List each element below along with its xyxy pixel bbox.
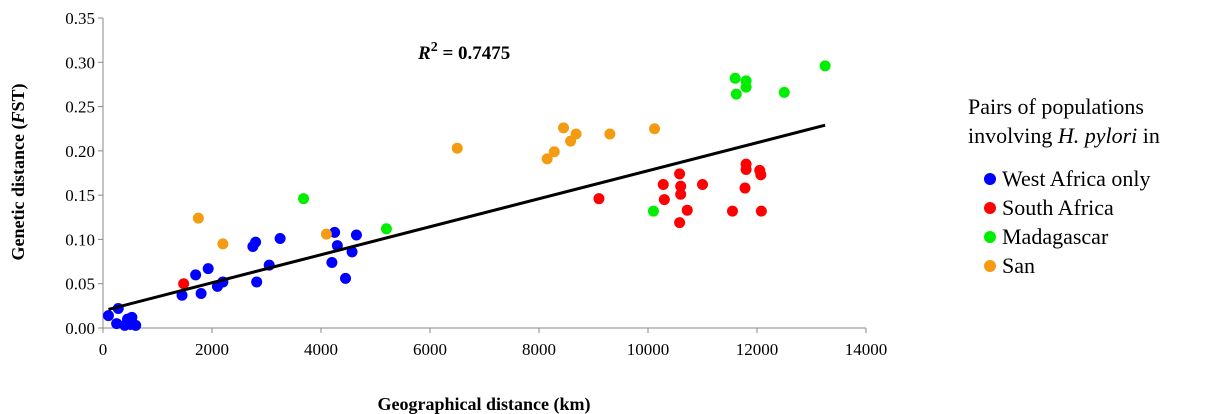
- y-tick-label: 0.10: [65, 230, 95, 249]
- r-squared-value: = 0.7475: [438, 43, 511, 64]
- x-tick-label: 2000: [195, 340, 229, 359]
- data-point-san: [558, 122, 570, 134]
- legend-item-madagascar: Madagascar: [968, 222, 1160, 251]
- legend-swatch-south-africa: [984, 201, 996, 214]
- y-tick-label: 0.00: [65, 319, 95, 338]
- legend-label-west-africa: West Africa only: [1002, 166, 1151, 191]
- data-point-south-africa: [739, 182, 751, 194]
- data-point-san: [320, 228, 332, 240]
- x-tick-label: 10000: [627, 340, 670, 359]
- data-point-san: [604, 128, 616, 140]
- data-point-madagascar: [298, 193, 310, 205]
- data-point-san: [192, 212, 204, 224]
- data-point-south-africa: [740, 163, 752, 175]
- data-point-south-africa: [178, 278, 190, 290]
- data-point-west-africa-only: [251, 276, 263, 288]
- legend-swatch-madagascar: [984, 230, 996, 243]
- y-tick-label: 0.15: [65, 186, 95, 205]
- x-tick-label: 8000: [522, 340, 556, 359]
- data-point-san: [649, 123, 661, 135]
- data-point-san: [217, 238, 229, 250]
- legend: Pairs of populations involving H. pylori…: [968, 92, 1160, 280]
- data-point-west-africa-only: [329, 226, 341, 238]
- x-tick-label: 4000: [304, 340, 338, 359]
- data-point-south-africa: [675, 180, 687, 192]
- data-point-san: [570, 128, 582, 140]
- y-tick-label: 0.35: [65, 9, 95, 28]
- legend-item-west-africa: West Africa only: [968, 164, 1160, 193]
- data-point-south-africa: [657, 179, 669, 191]
- y-tick-label: 0.30: [65, 53, 95, 72]
- data-point-west-africa-only: [190, 269, 202, 281]
- y-axis-title: Genetic distance (FST): [8, 83, 29, 260]
- x-axis-title: Geographical distance (km): [378, 394, 591, 414]
- data-point-madagascar: [647, 205, 659, 217]
- data-point-south-africa: [675, 188, 687, 200]
- data-point-west-africa-only: [250, 236, 262, 248]
- legend-item-san: San: [968, 251, 1160, 280]
- data-point-west-africa-only: [274, 233, 286, 245]
- data-point-west-africa-only: [346, 246, 358, 258]
- data-point-west-africa-only: [202, 263, 214, 275]
- data-point-south-africa: [726, 205, 738, 217]
- data-point-west-africa-only: [340, 272, 352, 284]
- data-point-south-africa: [681, 204, 693, 216]
- data-point-west-africa-only: [102, 310, 114, 322]
- legend-label-madagascar: Madagascar: [1002, 224, 1109, 249]
- y-tick-label: 0.20: [65, 142, 95, 161]
- legend-swatch-west-africa: [984, 172, 996, 185]
- data-point-madagascar: [819, 60, 831, 72]
- legend-item-south-africa: South Africa: [968, 193, 1160, 222]
- data-point-west-africa-only: [195, 287, 207, 299]
- r-squared-annotation: R2 = 0.7475: [417, 40, 510, 64]
- x-tick-label: 0: [99, 340, 108, 359]
- data-point-west-africa-only: [326, 256, 338, 268]
- r-squared-exponent: 2: [431, 40, 438, 55]
- x-tick-label: 6000: [413, 340, 447, 359]
- data-point-madagascar: [730, 88, 742, 100]
- x-tick-label: 12000: [736, 340, 779, 359]
- legend-swatch-san: [984, 259, 996, 272]
- data-point-south-africa: [697, 179, 708, 191]
- y-tick-label: 0.05: [65, 275, 95, 294]
- r-squared-label: R: [417, 43, 431, 64]
- data-point-west-africa-only: [350, 229, 362, 241]
- legend-label-south-africa: South Africa: [1002, 195, 1114, 220]
- data-point-south-africa: [658, 194, 670, 206]
- legend-title-line2: involving H. pylori in: [968, 123, 1160, 148]
- data-point-south-africa: [755, 205, 767, 217]
- legend-title-line1: Pairs of populations: [968, 94, 1144, 119]
- y-tick-label: 0.25: [65, 98, 95, 117]
- data-point-madagascar: [380, 223, 392, 235]
- trend-line: [108, 123, 826, 311]
- legend-label-san: San: [1002, 253, 1035, 278]
- data-point-san: [541, 153, 553, 165]
- data-point-south-africa: [674, 168, 686, 180]
- data-point-madagascar: [778, 86, 790, 98]
- data-point-san: [548, 146, 560, 158]
- data-point-madagascar: [729, 72, 741, 84]
- x-tick-label: 14000: [845, 340, 888, 359]
- data-point-west-africa-only: [111, 318, 123, 330]
- data-point-west-africa-only: [130, 319, 142, 331]
- data-point-south-africa: [674, 217, 686, 229]
- data-point-san: [451, 142, 463, 154]
- data-point-south-africa: [593, 193, 605, 205]
- data-point-madagascar: [740, 81, 752, 93]
- data-point-south-africa: [755, 169, 767, 181]
